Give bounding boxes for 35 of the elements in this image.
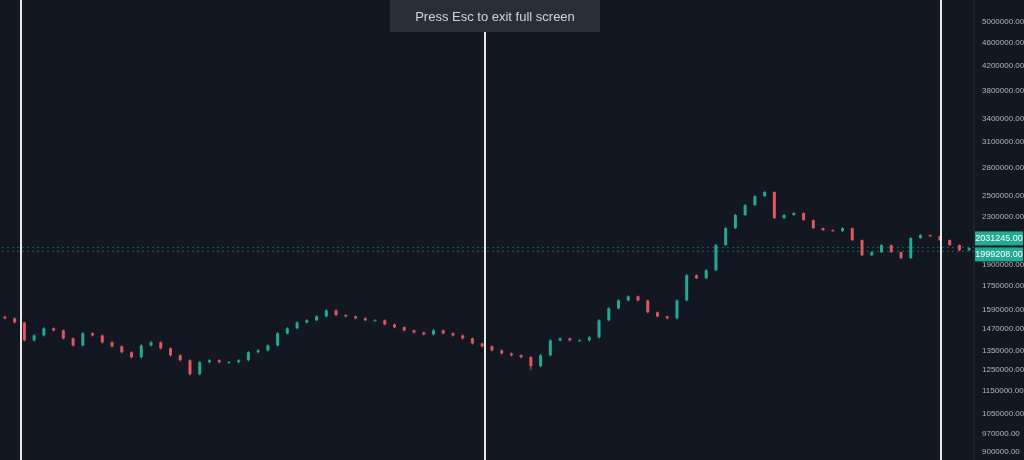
y-tick-label: 1250000.00 <box>982 364 1024 374</box>
candlestick <box>909 236 913 260</box>
y-tick-label: 3800000.00 <box>982 86 1024 96</box>
candlestick <box>724 226 728 247</box>
y-tick-label: 2800000.00 <box>982 162 1024 172</box>
y-tick-label: 3100000.00 <box>982 137 1024 147</box>
candlestick <box>227 360 231 364</box>
y-tick-label: 900000.00 <box>982 447 1021 457</box>
candlestick <box>256 348 260 354</box>
y-tick-label: 2500000.00 <box>982 191 1024 201</box>
candlestick <box>558 336 562 342</box>
y-tick-label: 1900000.00 <box>982 260 1024 270</box>
y-tick-label: 1590000.00 <box>982 304 1024 314</box>
ref-line-label: 2031245.00 <box>975 233 1023 244</box>
y-tick-label: 3400000.00 <box>982 114 1024 124</box>
candlestick <box>490 344 494 353</box>
candlestick <box>597 318 601 339</box>
ref-line-label: 1999208.00 <box>975 249 1023 260</box>
notice-panel: Press Esc to exit full screen <box>390 0 600 32</box>
y-tick-label: 970000.00 <box>982 428 1021 438</box>
y-tick-label: 2300000.00 <box>982 212 1024 222</box>
y-tick-label: 1150000.00 <box>982 385 1024 395</box>
y-tick-label: 1470000.00 <box>982 324 1024 334</box>
candlestick <box>373 318 377 322</box>
annotation: Press Esc to exit full screen <box>415 8 575 24</box>
y-tick-label: 4600000.00 <box>982 38 1024 48</box>
y-tick-label: 1750000.00 <box>982 280 1024 290</box>
candlestick <box>451 331 455 337</box>
y-tick-label: 1050000.00 <box>982 408 1024 418</box>
candlestick <box>519 353 523 359</box>
y-tick-label: 1350000.00 <box>982 345 1024 355</box>
candlestick <box>675 298 679 320</box>
y-tick-label: 5000000.00 <box>982 17 1024 27</box>
y-tick-label: 4200000.00 <box>982 61 1024 71</box>
candlestick <box>149 340 153 348</box>
